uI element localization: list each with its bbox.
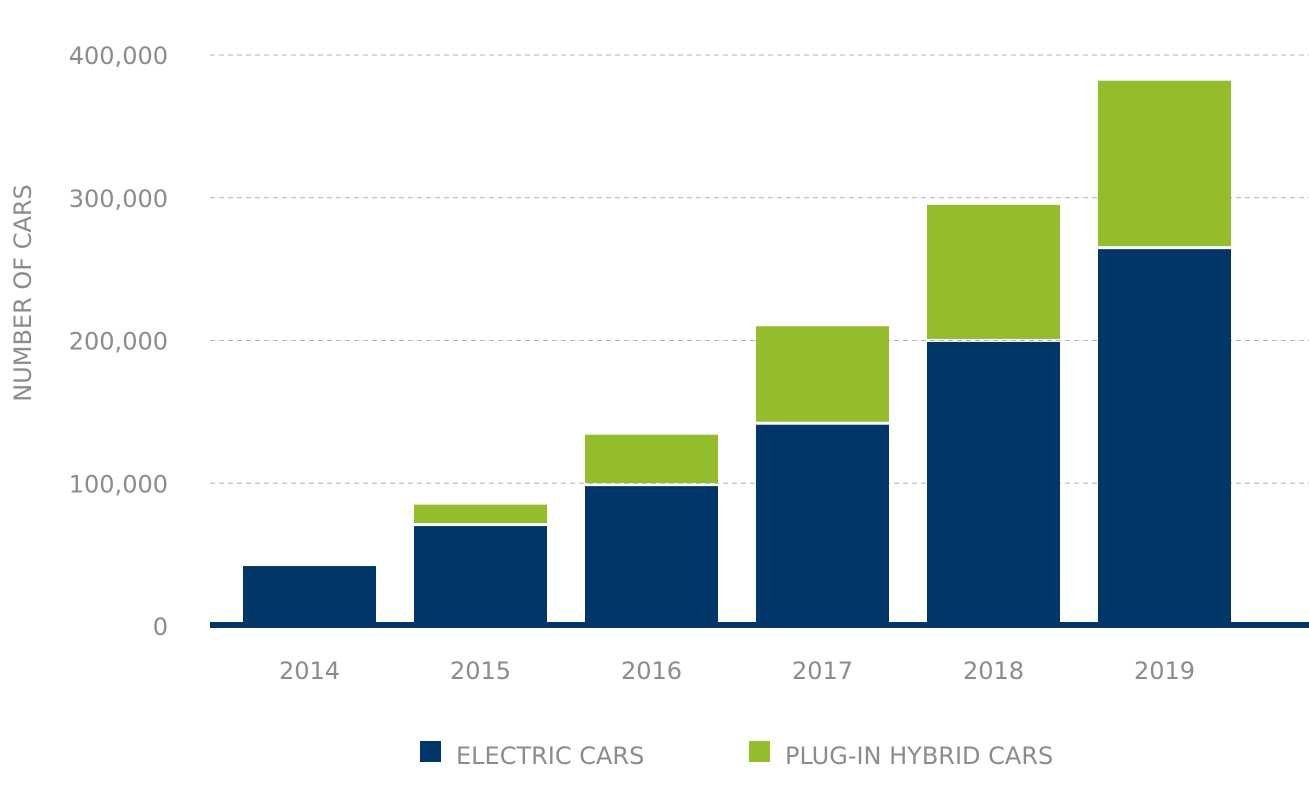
bar-electric-cars <box>927 341 1060 626</box>
y-tick-label: 0 <box>153 613 168 641</box>
x-tick-label: 2018 <box>963 657 1024 685</box>
axes: 0 100,000 200,000 300,000 400,000 2014 2015 201… <box>69 42 1309 685</box>
x-tick-label: 2014 <box>279 657 340 685</box>
y-tick-label: 300,000 <box>69 185 168 213</box>
legend-swatch-electric-cars <box>420 741 441 762</box>
x-tick-label: 2017 <box>792 657 853 685</box>
x-tick-label: 2015 <box>450 657 511 685</box>
bar-plug-in-hybrid-cars <box>756 326 889 422</box>
y-tick-label: 200,000 <box>69 328 168 356</box>
y-tick-label: 100,000 <box>69 470 168 498</box>
bar-electric-cars <box>585 486 718 626</box>
legend-label-electric-cars: ELECTRIC CARS <box>456 742 644 770</box>
bar-plug-in-hybrid-cars <box>927 204 1060 339</box>
legend: ELECTRIC CARS PLUG-IN HYBRID CARS <box>420 741 1053 770</box>
bar-electric-cars <box>756 424 889 626</box>
x-tick-label: 2019 <box>1134 657 1195 685</box>
legend-swatch-plug-in-hybrid-cars <box>749 741 770 762</box>
y-axis-title: NUMBER OF CARS <box>9 184 37 402</box>
x-tick-label: 2016 <box>621 657 682 685</box>
bars <box>243 80 1231 626</box>
bar-electric-cars <box>243 566 376 626</box>
y-tick-label: 400,000 <box>69 42 168 70</box>
bar-plug-in-hybrid-cars <box>414 504 547 524</box>
bar-plug-in-hybrid-cars <box>1098 80 1231 247</box>
bar-plug-in-hybrid-cars <box>585 434 718 484</box>
x-axis-line <box>210 622 1309 628</box>
bar-electric-cars <box>414 526 547 626</box>
bar-electric-cars <box>1098 249 1231 626</box>
legend-label-plug-in-hybrid-cars: PLUG-IN HYBRID CARS <box>785 742 1053 770</box>
